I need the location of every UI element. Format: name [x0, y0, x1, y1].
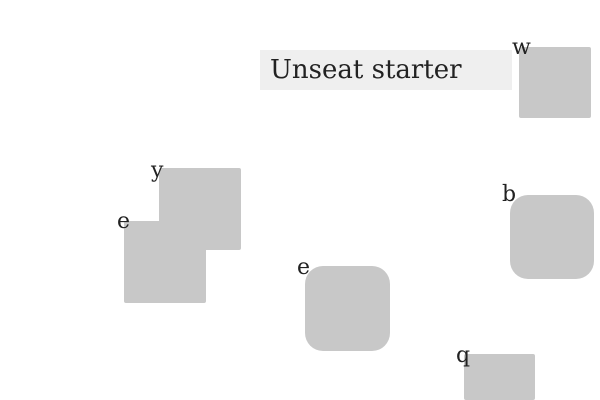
tile-label-b: b	[502, 182, 517, 207]
draggable-tile-e-center[interactable]	[305, 266, 390, 351]
tile-label-y: y	[151, 158, 164, 183]
tile-label-w: w	[512, 35, 531, 60]
instruction-banner: Unseat starter	[260, 50, 512, 90]
tile-label-q: q	[456, 343, 471, 368]
draggable-tile-y[interactable]	[159, 168, 241, 250]
draggable-tile-b[interactable]	[510, 195, 594, 279]
draggable-tile-w[interactable]	[519, 47, 591, 118]
instruction-text: Unseat starter	[270, 55, 462, 85]
tile-label-e-left: e	[117, 209, 131, 234]
tile-label-e-center: e	[297, 255, 311, 280]
draggable-tile-q[interactable]	[464, 354, 535, 400]
